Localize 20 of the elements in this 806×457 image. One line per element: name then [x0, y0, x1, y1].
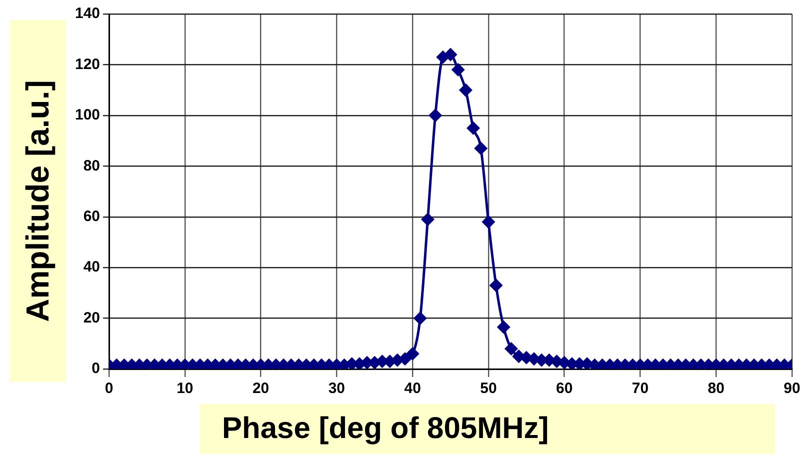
y-tick-label: 0 [92, 360, 100, 378]
y-tick-label: 80 [83, 157, 100, 174]
x-tick-label: 40 [404, 380, 421, 398]
x-tick-label: 20 [252, 380, 270, 398]
y-tick-label: 100 [74, 106, 100, 124]
x-tick-label: 80 [708, 380, 724, 398]
y-tick-label: 60 [83, 208, 100, 225]
x-axis-title: Phase [deg of 805MHz] [200, 404, 775, 454]
x-tick-label: 30 [328, 380, 346, 398]
y-tick-label: 140 [74, 5, 100, 22]
x-tick-label: 50 [480, 380, 497, 398]
y-tick-label: 20 [83, 309, 100, 326]
y-axis-title: Amplitude [a.u.] [20, 80, 56, 322]
x-tick-label: 70 [632, 380, 649, 398]
x-tick-label: 90 [784, 380, 800, 398]
x-tick-label: 0 [104, 380, 114, 398]
x-tick-label: 60 [556, 380, 573, 398]
x-tick-label: 10 [176, 380, 194, 398]
y-tick-label: 120 [74, 56, 100, 73]
y-tick-label: 40 [83, 258, 100, 276]
